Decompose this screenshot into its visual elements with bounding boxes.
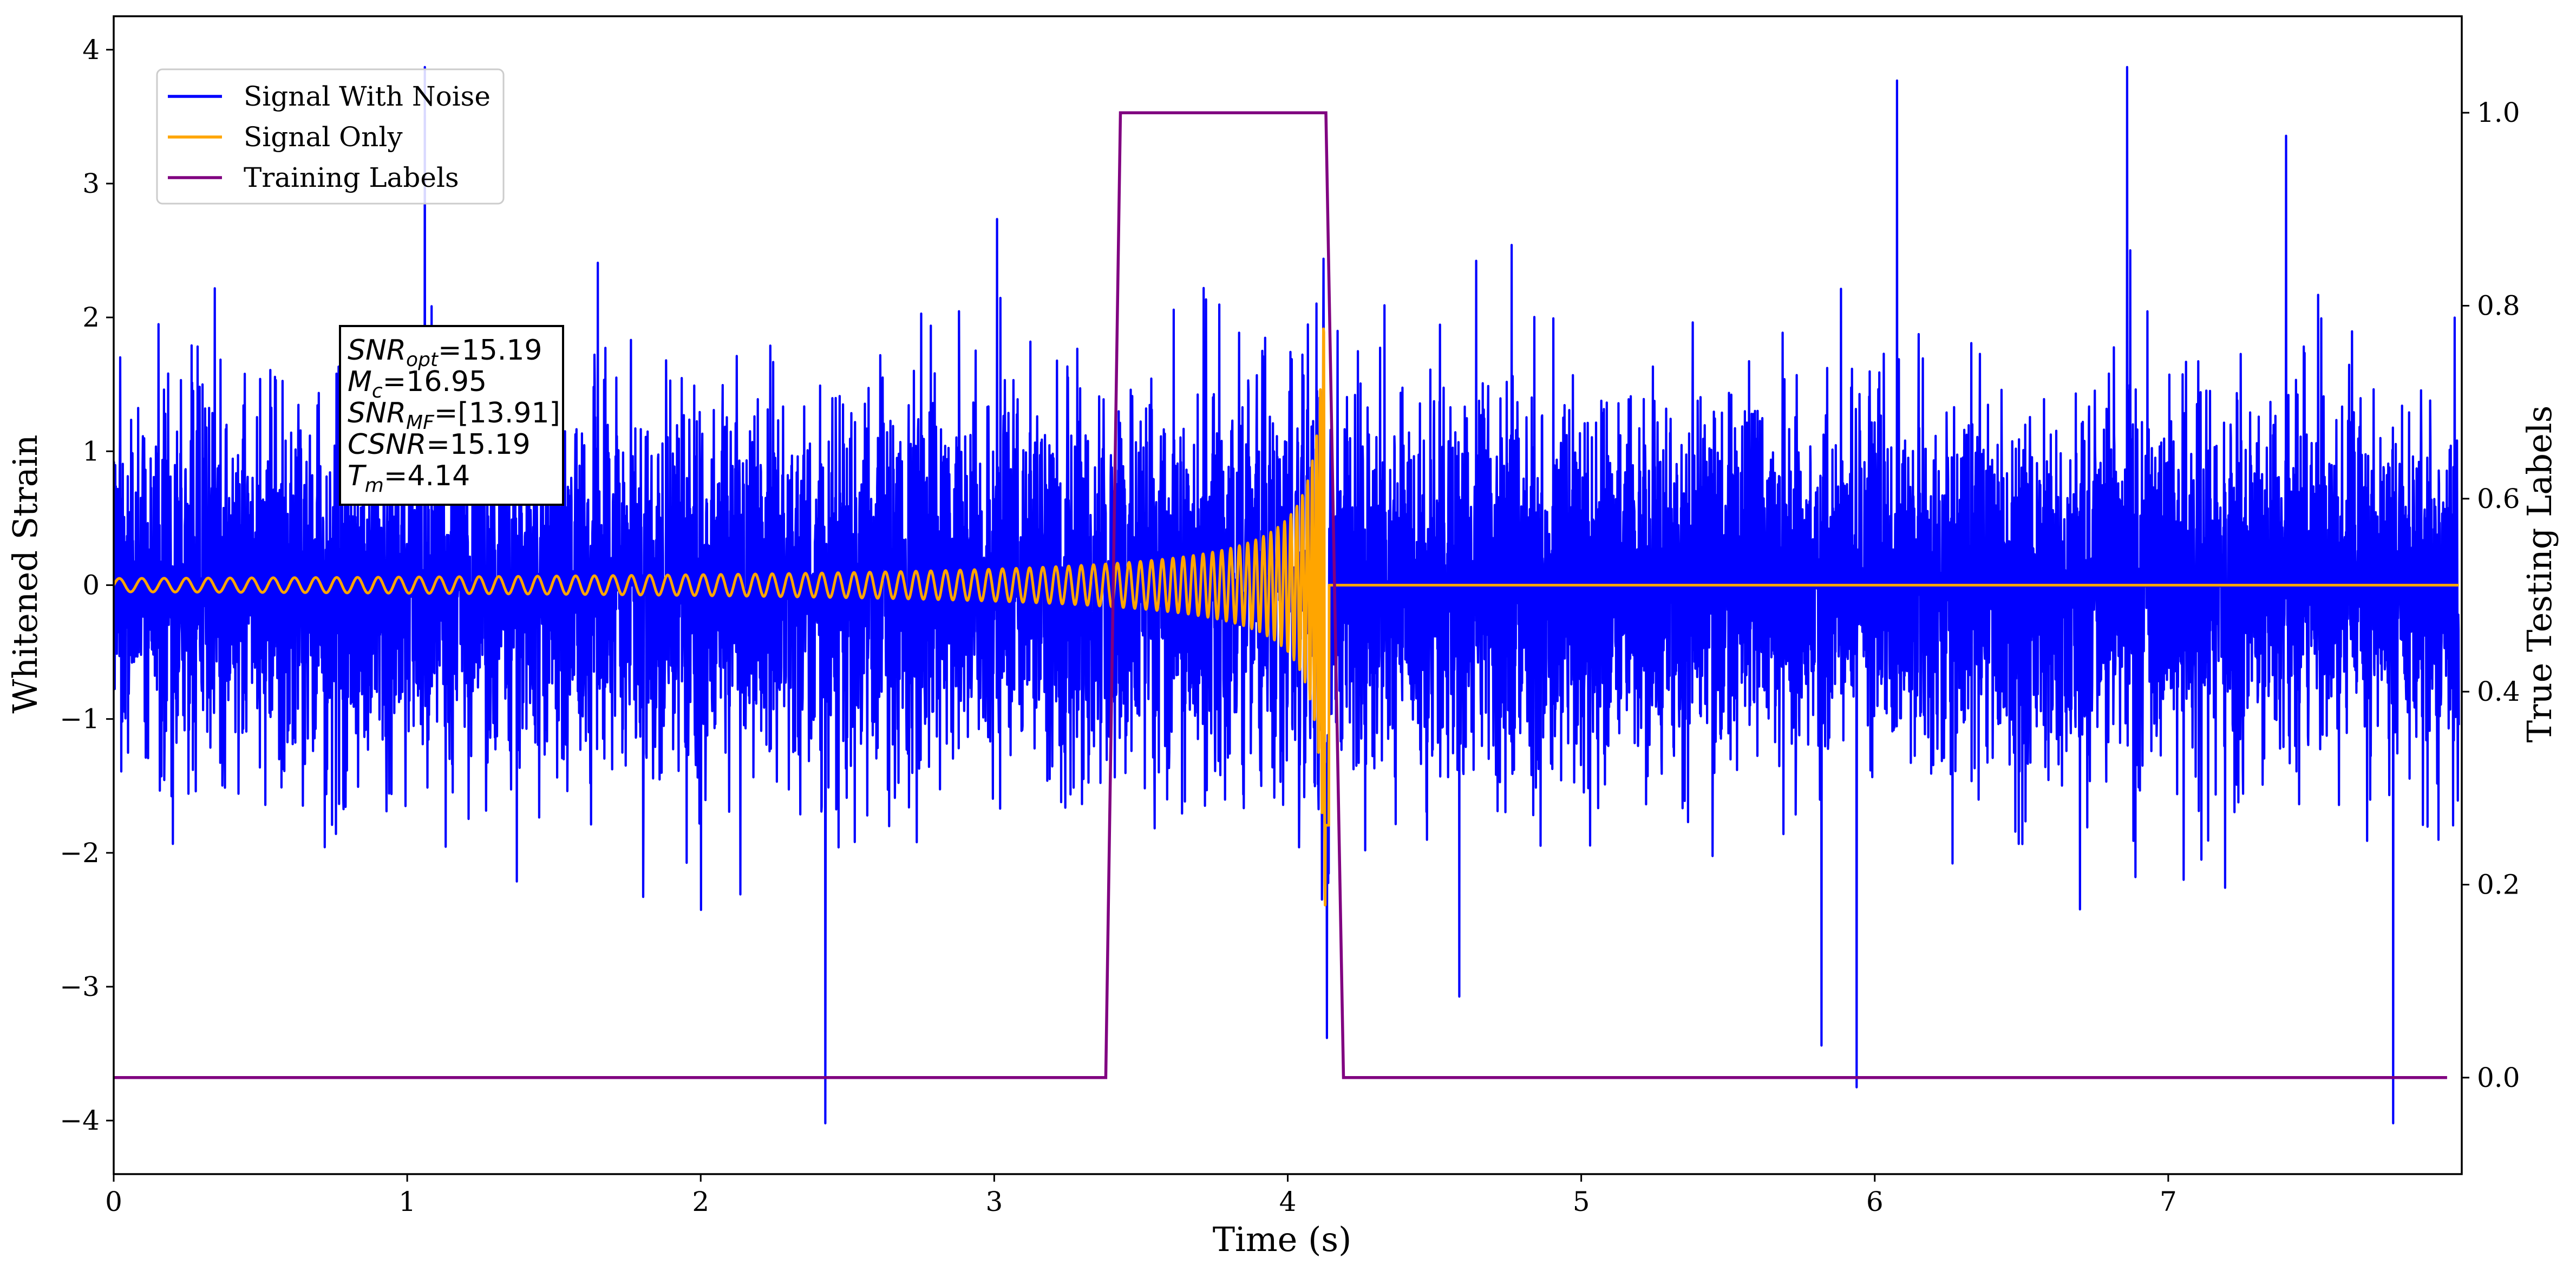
y2-tick-label: 1.0	[2477, 97, 2520, 128]
legend-label: Training Labels	[244, 162, 459, 193]
y2-tick-label: 0.4	[2477, 676, 2520, 707]
y-tick-label: 0	[82, 569, 100, 601]
annotation-value: =15.19	[438, 334, 542, 367]
annotation-subscript: c	[372, 380, 383, 402]
series-signal-only-line	[114, 327, 2460, 907]
x-tick-label: 0	[105, 1186, 122, 1217]
y-tick-label: −1	[60, 703, 100, 735]
y2-tick-label: 0.8	[2477, 290, 2520, 322]
annotation-symbol: M	[348, 366, 372, 398]
y-tick-label: −2	[60, 837, 100, 869]
y2-axis-title: True Testing Labels	[2520, 406, 2559, 743]
x-tick-label: 5	[1573, 1186, 1590, 1217]
x-tick-label: 6	[1866, 1186, 1884, 1217]
y-tick-label: −3	[60, 971, 100, 1002]
y-tick-label: 4	[82, 34, 100, 66]
annotation-line: Mc=16.95	[348, 366, 487, 402]
legend-label: Signal Only	[244, 121, 403, 153]
annotation-line: Tm=4.14	[348, 460, 470, 497]
x-tick-label: 4	[1279, 1186, 1297, 1217]
y-tick-label: 3	[82, 168, 100, 199]
annotation-value: =15.19	[426, 428, 530, 461]
annotation-subscript: MF	[406, 412, 435, 434]
annotation-symbol: T	[348, 460, 367, 492]
axes-layer: 0 1 2 3 4 5 6 7 4 3 2 1 0 −1 −2 −3 −4 1.0 0.8 0.6 0.4 0.2 0.0	[60, 15, 2520, 1217]
y-tick-label: 1	[82, 435, 100, 467]
annotation-value: =16.95	[383, 366, 487, 398]
data-layer	[114, 66, 2460, 1125]
y2-tick-label: 0.6	[2477, 483, 2520, 514]
y2-tick-label: 0.0	[2477, 1062, 2520, 1093]
annotation-symbol: CSNR	[348, 428, 426, 461]
legend-box	[156, 68, 505, 205]
y-axis-title: Whitened Strain	[5, 435, 45, 714]
legend: Signal With Noise Signal Only Training Lab…	[156, 68, 505, 205]
annotation-symbol: SNR	[348, 334, 406, 367]
series-training-labels-line	[114, 111, 2447, 1079]
y2-tick-label: 0.2	[2477, 869, 2520, 901]
annotation-value: =[13.91]	[434, 397, 560, 429]
x-tick-label: 1	[398, 1186, 416, 1217]
y-tick-label: −4	[60, 1105, 100, 1136]
x-axis-title: Time (s)	[1213, 1220, 1352, 1259]
x-tick-label: 3	[985, 1186, 1003, 1217]
x-tick-label: 2	[692, 1186, 709, 1217]
annotation-line: SNRopt=15.19	[348, 334, 542, 371]
annotation-line: SNRMF=[13.91]	[348, 397, 560, 434]
x-tick-label: 7	[2160, 1186, 2177, 1217]
annotation-box: SNRopt=15.19Mc=16.95SNRMF=[13.91]CSNR=15…	[339, 325, 564, 506]
annotation-line: CSNR=15.19	[348, 428, 531, 461]
annotation-subscript: opt	[406, 349, 439, 371]
legend-label: Signal With Noise	[244, 81, 491, 112]
y-tick-label: 2	[82, 302, 100, 333]
annotation-subscript: m	[365, 474, 384, 497]
annotation-symbol: SNR	[348, 397, 406, 429]
annotation-value: =4.14	[384, 460, 470, 492]
annotation-frame	[339, 325, 564, 506]
